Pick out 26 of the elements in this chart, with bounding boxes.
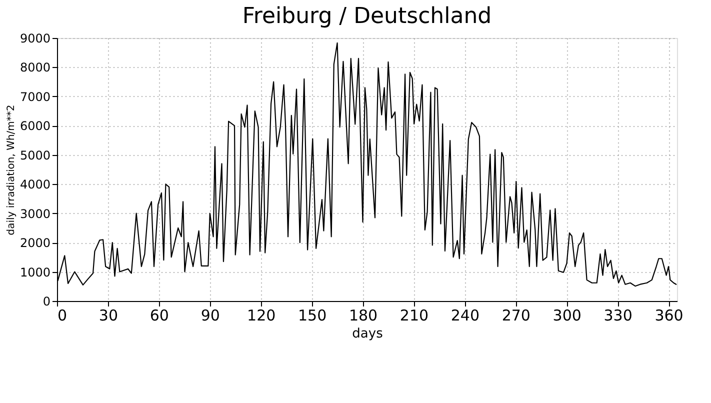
x-tick-label: 180	[348, 306, 378, 324]
x-tick-label: 360	[654, 306, 684, 324]
x-tick-label: 0	[58, 306, 68, 324]
y-tick-label: 4000	[20, 178, 50, 192]
y-tick-label: 0	[42, 294, 50, 308]
y-tick-label: 3000	[20, 206, 50, 221]
x-tick-label: 30	[98, 306, 118, 324]
chart-title: Freiburg / Deutschland	[242, 4, 492, 29]
y-tick-label: 7000	[20, 90, 50, 104]
y-tick-label: 1000	[20, 265, 50, 280]
x-axis-title: days	[352, 326, 384, 342]
x-tick-label: 90	[200, 306, 220, 324]
x-tick-label: 210	[400, 306, 429, 324]
y-tick-label: 2000	[20, 236, 50, 250]
x-tick-label: 270	[502, 306, 530, 324]
x-tick-label: 330	[604, 306, 632, 324]
y-axis-title: daily irradiation, Wh/m**2	[6, 104, 17, 236]
y-tick-label: 8000	[20, 60, 50, 75]
y-tick-label: 9000	[20, 32, 50, 46]
x-tick-label: 240	[450, 306, 480, 324]
x-tick-label: 120	[247, 306, 276, 324]
x-tick-label: 150	[298, 306, 327, 324]
x-tick-label: 60	[150, 306, 169, 324]
y-tick-label: 5000	[20, 148, 50, 162]
x-tick-label: 300	[552, 306, 582, 324]
y-tick-label: 6000	[20, 119, 50, 134]
